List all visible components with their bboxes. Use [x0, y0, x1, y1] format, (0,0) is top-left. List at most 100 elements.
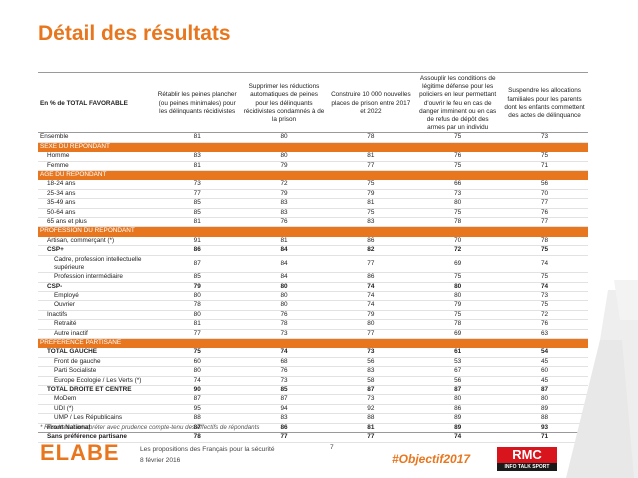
row-label: Artisan, commerçant (*) [38, 236, 154, 247]
table-cell: 85 [153, 198, 241, 209]
table-cell: 45 [501, 376, 588, 387]
table-cell: 80 [414, 394, 502, 405]
table-cell: 80 [153, 366, 241, 377]
table-cell: 76 [501, 319, 588, 330]
table-cell: 78 [327, 132, 415, 143]
table-row: Ensemble 81 80 78 75 73 [38, 132, 588, 143]
row-label: Autre inactif [38, 329, 154, 340]
table-header-row: En % de TOTAL FAVORABLE Rétablir les pei… [38, 75, 588, 134]
table-cell: 83 [327, 217, 415, 228]
table-cell: 77 [327, 161, 415, 172]
table-cell: 87 [153, 394, 241, 405]
row-label: 50-64 ans [38, 208, 154, 219]
footer-study-title: Les propositions des Français pour la sé… [140, 446, 275, 453]
table-cell: 83 [240, 208, 328, 219]
rmc-logo-top: RMC [497, 447, 557, 463]
table-cell: 78 [414, 217, 502, 228]
table-cell: 88 [153, 413, 241, 424]
table-cell: 70 [501, 189, 588, 200]
table-cell: 74 [240, 347, 328, 358]
table-row: Inactifs 80 76 79 75 72 [38, 310, 588, 321]
table-cell: 73 [414, 189, 502, 200]
table-cell: 87 [501, 385, 588, 396]
table-cell: 77 [501, 198, 588, 209]
table-cell: 73 [501, 132, 588, 143]
table-cell: 54 [501, 347, 588, 358]
table-cell: 79 [414, 300, 502, 311]
table-cell: 74 [327, 291, 415, 302]
table-row: Sans préférence partisane 78 77 77 74 71 [38, 432, 588, 443]
hashtag: #Objectif2017 [392, 452, 471, 466]
table-cell: 60 [501, 366, 588, 377]
table-cell: 56 [414, 376, 502, 387]
table-cell: 85 [153, 208, 241, 219]
table-cell: 81 [327, 198, 415, 209]
table-cell: 56 [501, 179, 588, 190]
table-row: Front de gauche 60 68 56 53 45 [38, 357, 588, 368]
table-cell: 78 [153, 300, 241, 311]
table-cell: 76 [240, 310, 328, 321]
table-cell: 75 [153, 347, 241, 358]
table-cell: 89 [414, 413, 502, 424]
table-cell: 76 [501, 208, 588, 219]
table-row: Femme 81 79 77 75 71 [38, 161, 588, 172]
table-row: TOTAL DROITE ET CENTRE 90 85 87 87 87 [38, 385, 588, 396]
table-cell: 63 [501, 329, 588, 340]
table-cell: 81 [153, 132, 241, 143]
table-cell: 77 [327, 255, 415, 274]
section-label: PREFERENCE PARTISANE [38, 338, 588, 349]
table-cell: 72 [414, 245, 502, 256]
table-cell: 73 [501, 291, 588, 302]
table-row: Retraité 81 78 80 78 76 [38, 319, 588, 330]
table-row: UMP / Les Républicains 88 83 88 89 88 [38, 413, 588, 424]
table-row: Europe Ecologie / Les Verts (*) 74 73 58 56 4… [38, 376, 588, 387]
table-cell: 75 [327, 208, 415, 219]
row-label: Inactifs [38, 310, 154, 321]
column-header: Suspendre les allocations familiales pou… [501, 75, 588, 134]
column-header: Assouplir les conditions de légitime déf… [414, 75, 502, 134]
section-label: PROFESSION DU REPONDANT [38, 226, 588, 237]
table-cell: 73 [327, 394, 415, 405]
elabe-logo: ELABE [40, 440, 120, 465]
table-cell: 84 [240, 255, 328, 274]
table-cell: 75 [414, 132, 502, 143]
table-cell: 53 [414, 357, 502, 368]
table-cell: 76 [240, 366, 328, 377]
table-cell: 77 [327, 329, 415, 340]
table-cell: 80 [414, 291, 502, 302]
row-label: MoDem [38, 394, 154, 405]
table-cell: 80 [240, 151, 328, 162]
table-cell: 95 [153, 404, 241, 415]
row-label: Cadre, profession intellectuelle supérie… [38, 255, 154, 274]
section-label: AGE DU REPONDANT [38, 170, 588, 181]
row-label: TOTAL DROITE ET CENTRE [38, 385, 154, 396]
table-cell: 78 [240, 319, 328, 330]
table-header-label: En % de TOTAL FAVORABLE [38, 75, 154, 134]
table-cell: 80 [153, 291, 241, 302]
row-label: CSP- [38, 282, 154, 293]
table-row: MoDem 87 87 73 80 80 [38, 394, 588, 405]
table-row: Artisan, commerçant (*) 91 81 86 70 78 [38, 236, 588, 247]
table-row: 50-64 ans 85 83 75 75 76 [38, 208, 588, 219]
table-row: UDI (*) 95 94 92 86 89 [38, 404, 588, 415]
row-label: 65 ans et plus [38, 217, 154, 228]
row-label: Front de gauche [38, 357, 154, 368]
table-cell: 94 [240, 404, 328, 415]
row-label: Ouvrier [38, 300, 154, 311]
table-cell: 68 [240, 357, 328, 368]
table-row: 25-34 ans 77 79 79 73 70 [38, 189, 588, 200]
table-row: TOTAL GAUCHE 75 74 73 61 54 [38, 347, 588, 358]
table-cell: 78 [153, 432, 241, 443]
row-label: UDI (*) [38, 404, 154, 415]
table-cell: 76 [240, 217, 328, 228]
table-cell: 81 [153, 217, 241, 228]
table-cell: 81 [153, 161, 241, 172]
column-header: Rétablir les peines plancher (ou peines … [153, 75, 241, 134]
table-cell: 84 [240, 272, 328, 283]
table-row: Employé 80 80 74 80 73 [38, 291, 588, 302]
table-row: CSP- 79 80 74 80 74 [38, 282, 588, 293]
table-row: Cadre, profession intellectuelle supérie… [38, 255, 588, 274]
results-table: En % de TOTAL FAVORABLE Rétablir les pei… [38, 75, 588, 443]
table-cell: 56 [327, 357, 415, 368]
row-label: Femme [38, 161, 154, 172]
